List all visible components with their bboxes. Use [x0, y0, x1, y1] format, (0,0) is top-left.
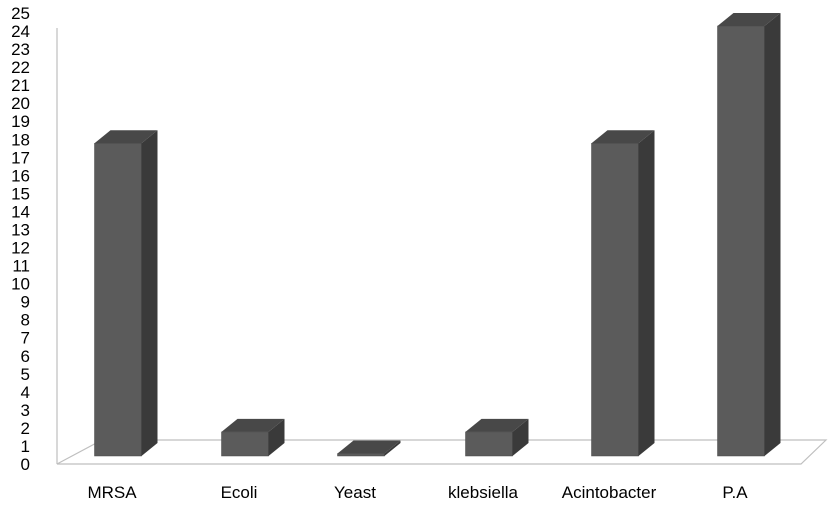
bar-front-face [337, 453, 385, 457]
y-tick-label: 22 [11, 58, 30, 77]
bar-front-face [465, 431, 513, 457]
x-category-label: klebsiella [448, 483, 518, 502]
y-tick-label: 17 [11, 148, 30, 167]
x-category-label: Acintobacter [562, 483, 657, 502]
y-tick-labels: 0123456789101112131415161718192021222324… [11, 4, 30, 474]
chart-floor [56, 439, 828, 465]
x-category-label: Ecoli [221, 483, 258, 502]
x-category-label: MRSA [87, 483, 137, 502]
bar-front-face [221, 431, 269, 457]
y-tick-label: 2 [21, 419, 30, 438]
bar [337, 440, 401, 457]
x-category-label: P.A [722, 483, 748, 502]
y-tick-label: 16 [11, 166, 30, 185]
y-tick-label: 23 [11, 40, 30, 59]
x-category-label: Yeast [334, 483, 376, 502]
y-tick-label: 12 [11, 239, 30, 258]
y-tick-label: 18 [11, 130, 30, 149]
y-tick-label: 5 [21, 365, 30, 384]
x-category-labels: MRSA Ecoli Yeast klebsiella Acintobacter P.A [87, 483, 748, 502]
y-tick-label: 1 [21, 437, 30, 456]
bar [591, 130, 655, 457]
y-tick-label: 20 [11, 94, 30, 113]
bar-front-face [94, 143, 142, 457]
y-tick-label: 6 [21, 347, 30, 366]
y-tick-label: 10 [11, 275, 30, 294]
bar-side-face [512, 418, 529, 456]
y-tick-label: 9 [21, 293, 30, 312]
y-tick-label: 13 [11, 220, 30, 239]
bar [717, 13, 781, 457]
bar-side-face [141, 130, 158, 456]
y-tick-label: 11 [12, 257, 30, 276]
bar-side-face [764, 13, 781, 456]
bar-top-face [94, 130, 158, 144]
y-tick-label: 4 [21, 383, 30, 402]
y-tick-label: 3 [21, 401, 30, 420]
y-tick-label: 25 [11, 4, 30, 23]
bar [465, 418, 529, 457]
bar-top-face [717, 13, 781, 26]
y-tick-label: 24 [11, 22, 30, 41]
y-tick-label: 21 [11, 76, 30, 95]
bar [221, 418, 285, 457]
axis-layer [56, 28, 828, 465]
y-tick-label: 15 [11, 184, 30, 203]
bar-top-face [337, 440, 401, 454]
y-tick-label: 7 [21, 329, 30, 348]
y-tick-label: 8 [21, 311, 30, 330]
bar [94, 130, 158, 457]
bar-front-face [717, 25, 765, 457]
bar-top-face [465, 418, 529, 432]
bar-top-face [221, 418, 285, 432]
bar-side-face [638, 130, 655, 456]
bar-top-face [591, 130, 655, 144]
bar-side-face [268, 418, 285, 456]
y-tick-label: 0 [21, 455, 30, 474]
y-tick-label: 14 [11, 202, 30, 221]
bars [94, 13, 781, 457]
bar-front-face [591, 143, 639, 457]
bar-side-face [384, 440, 401, 456]
y-tick-label: 19 [11, 112, 30, 131]
